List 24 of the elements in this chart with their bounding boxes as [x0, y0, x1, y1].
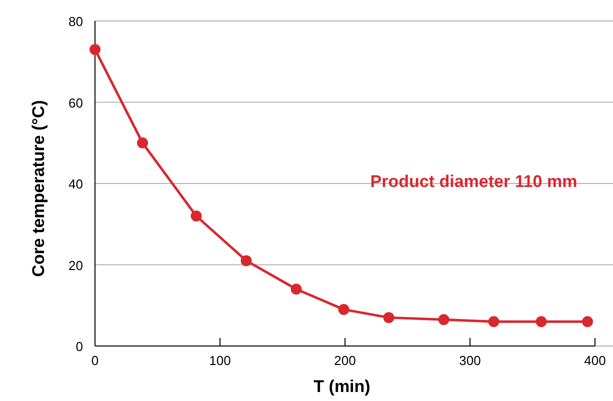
y-tick-label: 0	[76, 339, 83, 354]
point	[536, 316, 547, 328]
y-axis-title: Core temperature (°C)	[29, 100, 48, 277]
x-tick-label: 400	[584, 353, 606, 368]
point	[240, 255, 252, 266]
point	[290, 284, 302, 295]
text: Product diameter 110 mm	[370, 172, 578, 191]
y-tick-label: 40	[68, 176, 83, 192]
point	[338, 304, 350, 315]
x-tick-label: 300	[459, 353, 481, 368]
point	[383, 312, 394, 324]
point	[438, 314, 450, 326]
point	[582, 316, 593, 328]
x-tick-label: 200	[334, 353, 356, 368]
point	[190, 210, 202, 222]
point	[137, 137, 148, 148]
point	[488, 316, 500, 328]
x-tick-label: 100	[209, 353, 231, 368]
y-tick-label: 20	[68, 258, 83, 273]
x-tick-label: 0	[91, 353, 99, 368]
point	[90, 44, 100, 55]
y-tick-label: 80	[68, 14, 83, 29]
x-axis-title: T (min)	[314, 377, 370, 396]
y-tick-label: 60	[68, 95, 83, 110]
